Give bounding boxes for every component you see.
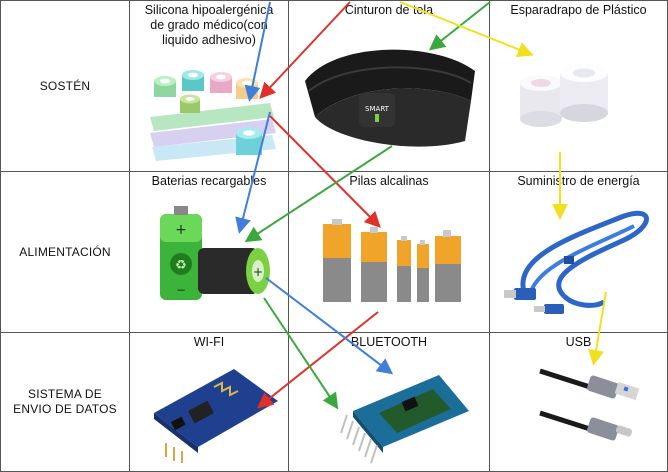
row-label-line: ENVIO DE DATOS — [13, 402, 117, 416]
cell-title: Suministro de energía — [490, 174, 667, 189]
belt-logo-text: SMART — [365, 105, 390, 113]
svg-text:♻: ♻ — [175, 258, 187, 273]
cell-cinturon: Cinturon de tela SMART — [288, 0, 490, 172]
row-label-alimentacion: ALIMENTACIÓN — [0, 171, 130, 333]
cell-silicona: Silicona hipoalergénica de grado médico(… — [129, 0, 289, 172]
cell-pilas-alcalinas: Pilas alcalinas — [288, 171, 490, 333]
cell-title: BLUETOOTH — [289, 335, 489, 350]
cell-title: USB — [490, 335, 667, 350]
medical-tape-rolls-image — [150, 70, 276, 161]
cell-suministro-energia: Suministro de energía — [489, 171, 668, 333]
row-label-text: ALIMENTACIÓN — [19, 244, 111, 259]
title-line: USB — [565, 335, 592, 349]
svg-text:−: − — [176, 283, 186, 297]
cell-title: Baterias recargables — [130, 174, 288, 189]
bluetooth-module-image — [340, 375, 469, 464]
cell-title: Esparadrapo de Plástico — [490, 3, 667, 18]
cell-title: Silicona hipoalergénica de grado médico(… — [130, 3, 288, 48]
cell-baterias-recargables: Baterias recargables + ♻ − + — [129, 171, 289, 333]
cell-usb: USB — [489, 332, 668, 472]
cell-title: WI-FI — [130, 335, 288, 350]
title-line: liquido adhesivo) — [162, 33, 256, 47]
cell-esparadrapo: Esparadrapo de Plástico — [489, 0, 668, 172]
cell-wifi: WI-FI — [129, 332, 289, 472]
title-line: Pilas alcalinas — [349, 174, 429, 188]
row-label-text: SISTEMA DE ENVIO DE DATOS — [13, 387, 117, 417]
title-line: Suministro de energía — [517, 174, 640, 188]
row-label-envio-datos: SISTEMA DE ENVIO DE DATOS — [0, 332, 130, 472]
plastic-tape-rolls-image — [520, 64, 608, 127]
wifi-module-image — [154, 369, 278, 463]
svg-text:+: + — [253, 265, 263, 279]
rechargeable-batteries-image: + ♻ − + — [160, 206, 270, 300]
row-label-text: SOSTÉN — [39, 78, 91, 93]
alkaline-batteries-image — [323, 219, 461, 302]
title-line: de grado médico(con — [150, 18, 268, 32]
title-line: BLUETOOTH — [350, 335, 428, 349]
chest-strap-belt-image: SMART — [305, 49, 475, 147]
title-line: Baterias recargables — [151, 174, 267, 188]
title-line: WI-FI — [193, 335, 225, 349]
title-line: Cinturon de tela — [344, 3, 434, 17]
title-line: Silicona hipoalergénica — [144, 3, 274, 17]
usb-c-cable-image — [539, 368, 640, 441]
cell-bluetooth: BLUETOOTH — [288, 332, 490, 472]
row-label-line: SISTEMA DE — [27, 387, 103, 401]
title-line: Esparadrapo de Plástico — [510, 3, 647, 17]
svg-text:+: + — [175, 222, 187, 238]
cell-title: Pilas alcalinas — [289, 174, 489, 189]
row-label-soporte: SOSTÉN — [0, 0, 130, 172]
usb-cable-image — [504, 210, 649, 314]
cell-title: Cinturon de tela — [289, 3, 489, 18]
